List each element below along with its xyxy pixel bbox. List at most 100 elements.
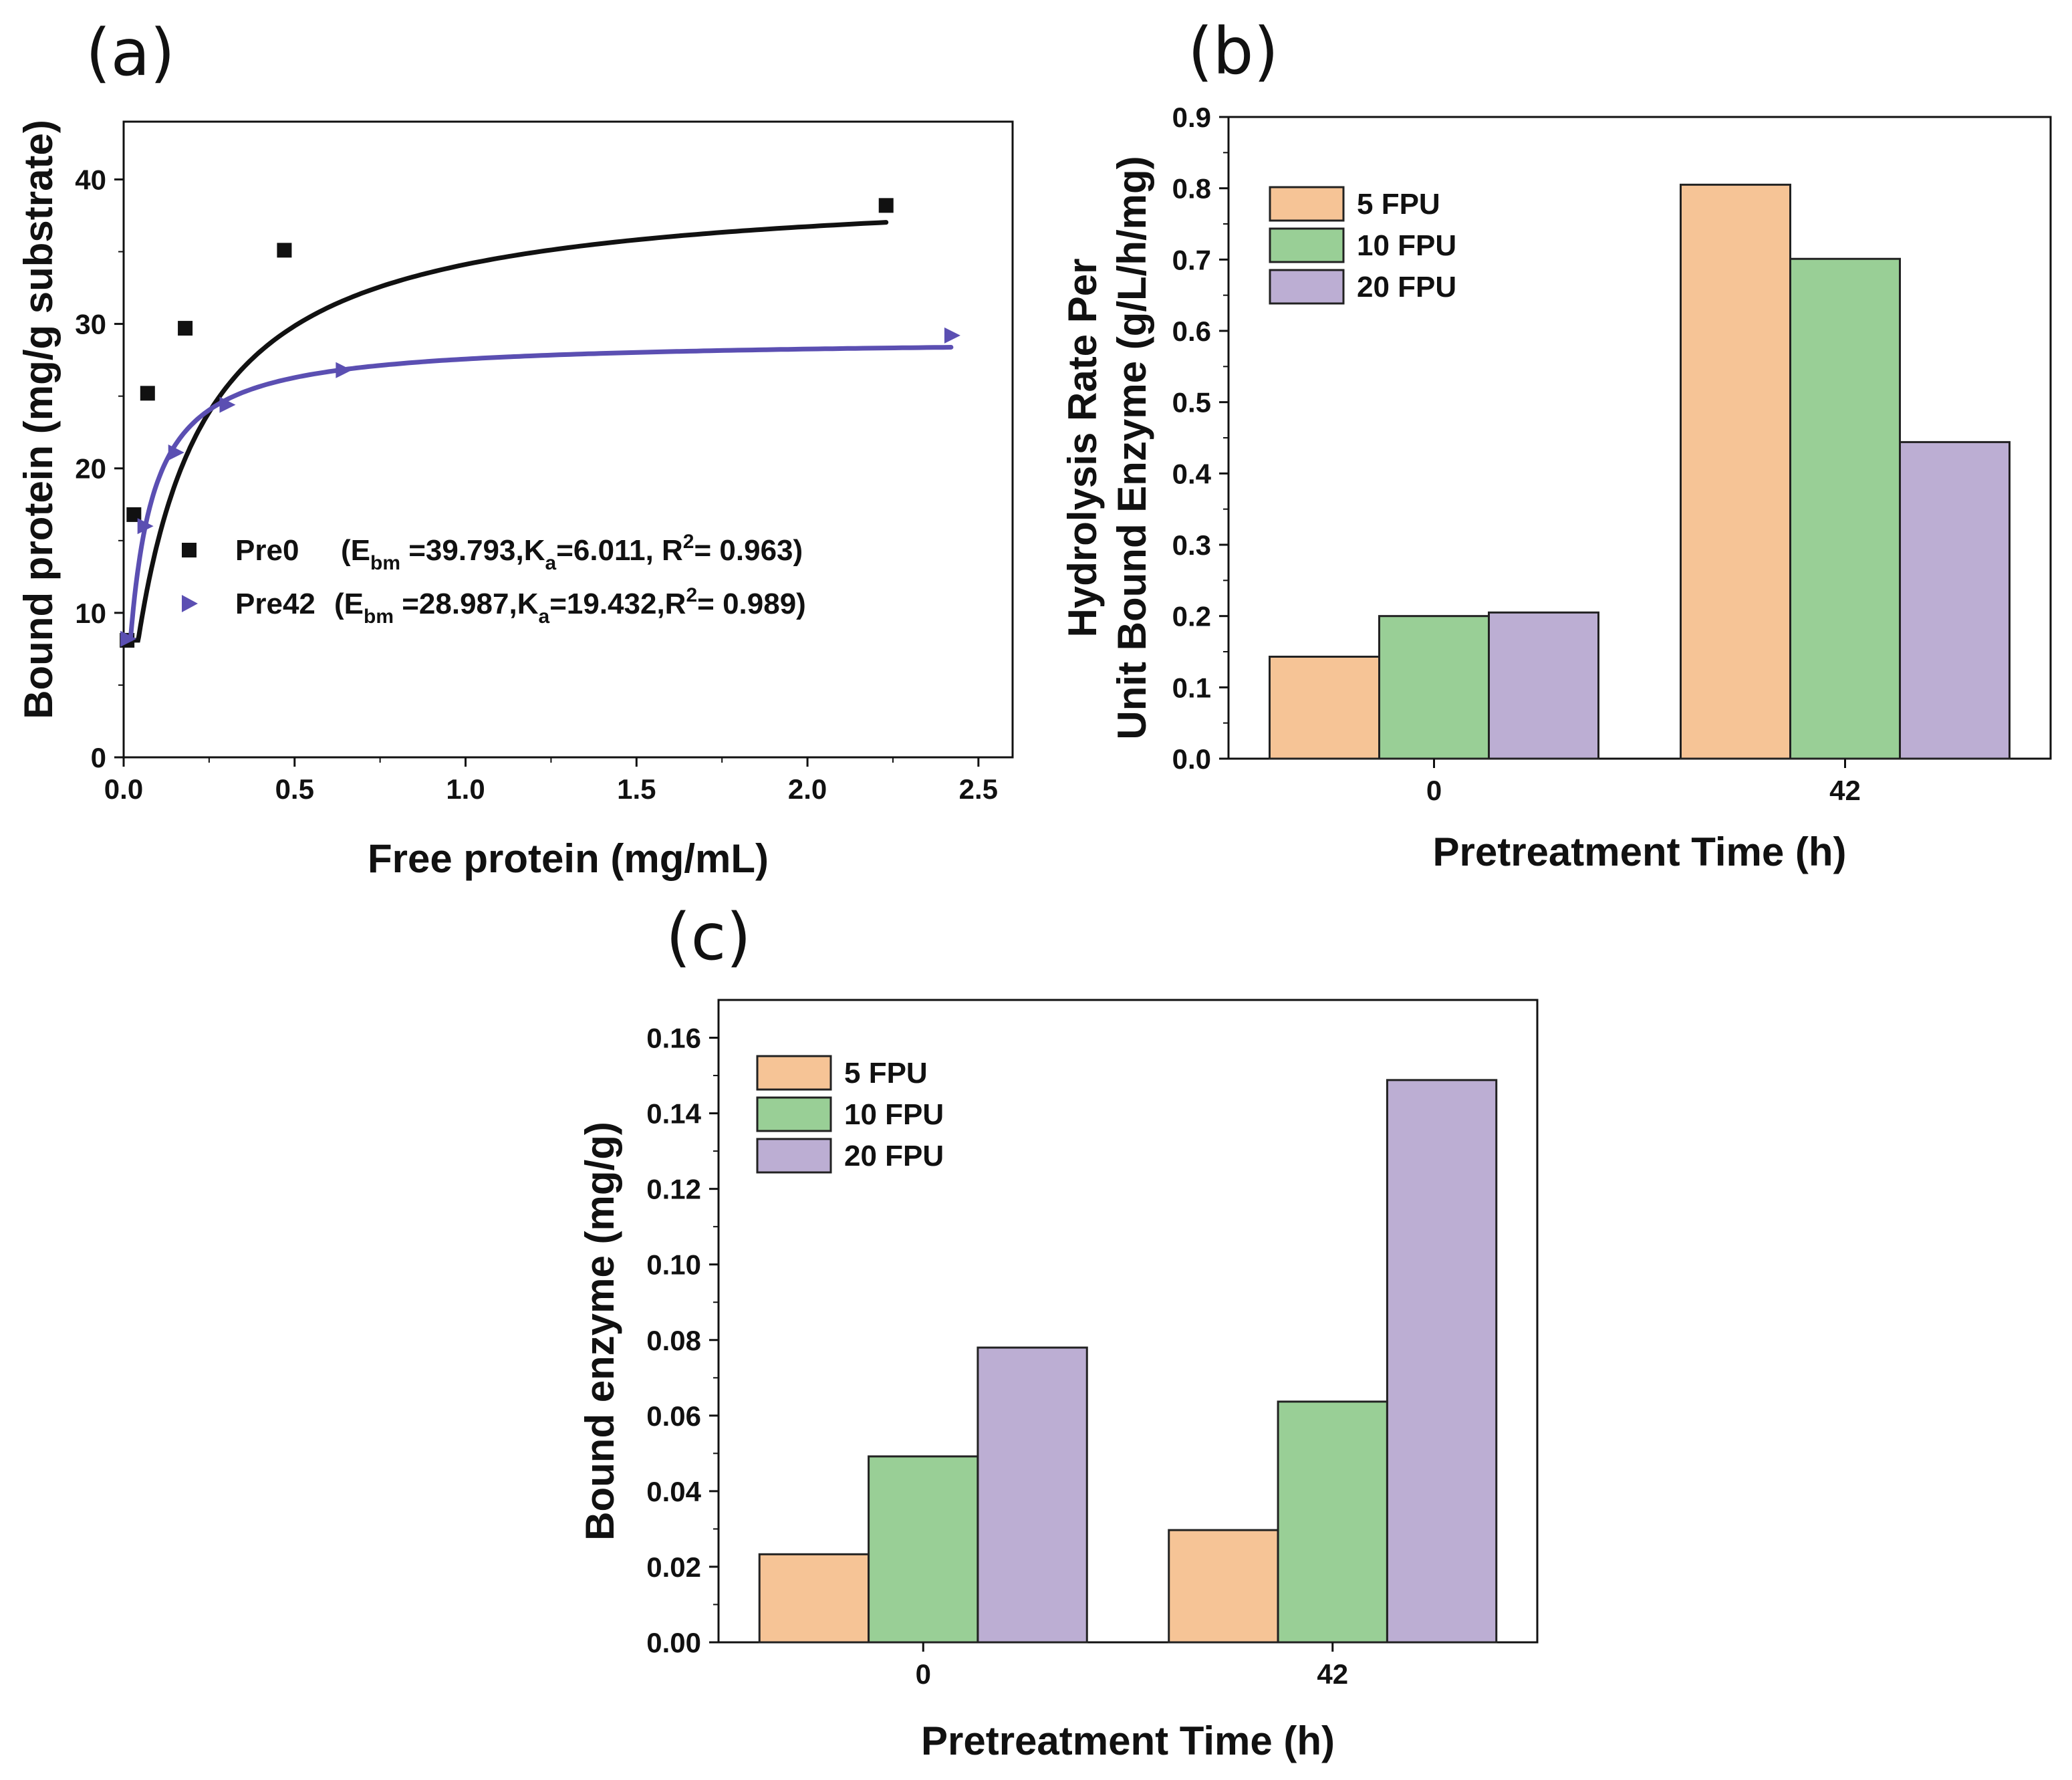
data-point-pre0 [277,243,292,258]
x-axis-title-a: Free protein (mg/mL) [368,836,769,881]
panel-b: (b) 0.0 0.1 0.2 0.3 0.4 0.5 0.6 0.7 0.8 0.9 0 42 5 FP… [1060,14,2052,874]
x-axis-title-b: Pretreatment Time (h) [1432,830,1846,874]
y-tick-label-c: 0.08 [646,1325,701,1356]
y-tick-label-c: 0.00 [646,1627,701,1658]
legend-subscript: a [545,552,557,574]
panel-label-b: (b) [1188,14,1279,89]
panel-label-c: (c) [666,900,751,975]
fit-curve-pre0 [124,220,889,643]
bar-5-fpu-42 [1680,183,1791,760]
y-tick-label-b: 0.1 [1172,672,1211,703]
bar-20-fpu-42 [1899,440,2011,760]
legend-label-pre0: Pre0 (Ebm =39.793,Ka=6.011, R2= 0.963) [235,531,803,574]
y-tick-label-a: 40 [75,164,106,195]
x-axis-title-c: Pretreatment Time (h) [921,1719,1335,1763]
legend-subscript: bm [364,606,394,628]
legend-fit-text: =19.432,R [549,588,686,620]
y-tick-label-b: 0.8 [1172,173,1211,205]
y-tick-label-a: 20 [75,453,106,485]
x-tick-label-a: 0.0 [104,773,143,805]
bar-10-fpu-42 [1789,257,1901,760]
bar-10-fpu-0 [1378,615,1490,760]
y-tick-label-b: 0.7 [1172,244,1211,275]
data-point-pre42 [944,327,960,344]
legend-label-b: 20 FPU [1357,271,1456,303]
legend-fit-text: =39.793,K [400,534,545,567]
x-tick-label-b: 42 [1829,775,1861,806]
y-tick-label-a: 10 [75,598,106,629]
x-tick-label-a: 2.5 [959,773,998,805]
y-tick-label-b: 0.5 [1172,387,1211,418]
y-tick-label-c: 0.04 [646,1476,701,1507]
legend-swatch-c [756,1055,832,1091]
y-tick-label-a: 30 [75,309,106,340]
legend-fit-text: = 0.989) [697,588,806,620]
panel-c: (c) 0.00 0.02 0.04 0.06 0.08 0.10 0.12 0.14 0.16 0… [577,900,1539,1763]
x-tick-label-a: 1.0 [446,773,485,805]
y-tick-label-a: 0 [91,742,106,773]
legend-fit-text: =6.011, R [556,534,683,567]
legend-fit-text: (E [334,588,364,620]
data-point-pre42 [137,518,154,535]
bar-5-fpu-0 [758,1553,870,1644]
legend-fit-text: =28.987,K [394,588,539,620]
legend-marker-pre0 [182,543,197,557]
data-point-pre0 [140,386,155,401]
y-tick-label-b: 0.4 [1172,458,1212,489]
x-tick-label-a: 2.0 [788,773,827,805]
bar-20-fpu-0 [1488,611,1599,760]
y-tick-label-c: 0.10 [646,1249,701,1281]
legend-label-pre42: Pre42 (Ebm =28.987,Ka=19.432,R2= 0.989) [235,584,806,628]
y-tick-label-c: 0.06 [646,1400,701,1432]
x-tick-label-a: 0.5 [275,773,314,805]
plot-frame-c [717,999,1539,1644]
legend-label-c: 10 FPU [844,1098,944,1131]
bar-5-fpu-0 [1269,655,1380,760]
y-tick-label-b: 0.6 [1172,315,1211,347]
legend-swatch-c [756,1096,832,1132]
panel-a: (a) 0.0 0.5 1.0 1.5 2.0 2.5 0 10 20 30 40 Free prote… [16,15,1014,881]
y-tick-label-b: 0.3 [1172,529,1211,561]
y-tick-label-b: 0.9 [1172,102,1211,133]
legend-label-b: 5 FPU [1357,188,1440,221]
x-tick-label-c: 42 [1317,1658,1348,1690]
legend-swatch-b [1269,227,1345,263]
legend-label-c: 5 FPU [844,1057,928,1090]
panel-label-a: (a) [86,15,175,90]
legend-fit-text: = 0.963) [694,534,803,567]
plot-frame-a [122,120,1014,759]
legend-label-b: 10 FPU [1357,229,1456,262]
legend-series-name: Pre0 [235,534,299,567]
data-point-pre42 [168,444,184,461]
y-tick-label-b: 0.2 [1172,601,1211,632]
x-tick-label-b: 0 [1426,775,1442,806]
y-tick-label-c: 0.02 [646,1551,701,1583]
y-axis-title-a: Bound protein (mg/g substrate) [16,120,61,719]
legend-swatch-c [756,1138,832,1174]
data-point-pre42 [219,396,236,413]
bar-10-fpu-42 [1277,1400,1388,1644]
bar-20-fpu-42 [1386,1079,1498,1644]
y-tick-label-c: 0.14 [646,1098,701,1130]
x-tick-label-a: 1.5 [617,773,656,805]
x-tick-label-c: 0 [916,1658,931,1690]
bar-5-fpu-42 [1168,1529,1279,1644]
data-point-pre42 [336,362,352,378]
legend-subscript: bm [370,552,400,574]
data-point-pre42 [120,630,137,647]
data-point-pre0 [878,198,894,213]
y-axis-title-c: Bound enzyme (mg/g) [577,1122,622,1541]
bar-10-fpu-0 [868,1455,979,1644]
legend-swatch-b [1269,269,1345,305]
legend-superscript: 2 [683,531,694,553]
bar-20-fpu-0 [977,1346,1088,1644]
legend-label-c: 20 FPU [844,1140,944,1172]
y-axis-title-b: Unit Bound Enzyme (g/L/h/mg) [1110,156,1154,739]
legend-superscript: 2 [686,584,697,606]
legend-fit-text: (E [341,534,370,567]
legend-swatch-b [1269,186,1345,222]
y-tick-label-c: 0.16 [646,1023,701,1054]
legend-series-name: Pre42 [235,588,315,620]
y-tick-label-b: 0.0 [1172,743,1211,775]
data-point-pre0 [178,321,193,336]
